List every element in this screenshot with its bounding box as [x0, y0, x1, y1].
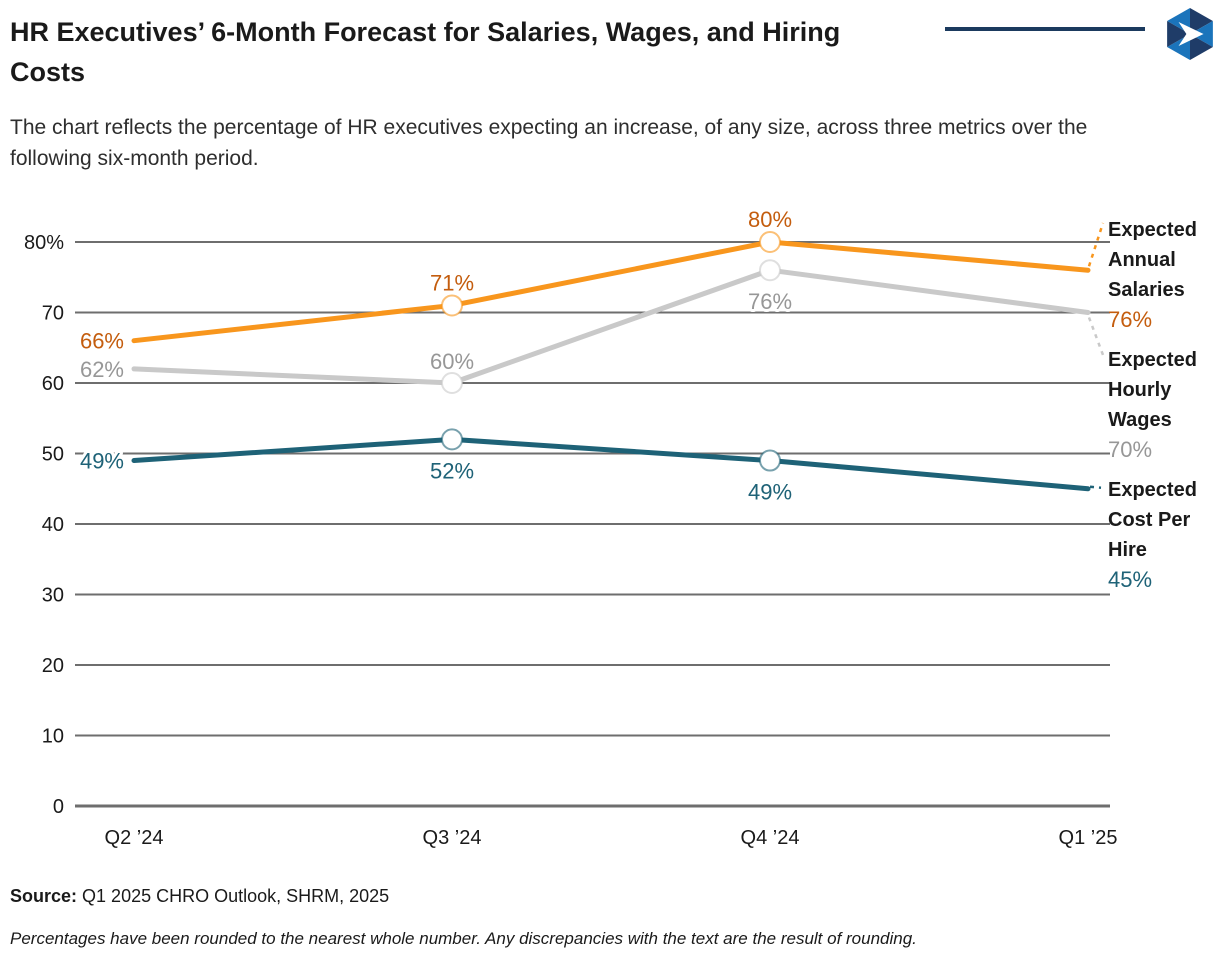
data-value-label: 62% — [80, 357, 124, 382]
chart-description: The chart reflects the percentage of HR … — [10, 116, 1088, 170]
series-end-value: 70% — [1108, 437, 1153, 462]
y-axis-tick-label: 80% — [24, 232, 64, 254]
y-axis-tick-label: 20 — [42, 655, 64, 677]
data-value-label: 49% — [748, 480, 792, 505]
y-axis-tick-label: 40 — [42, 514, 64, 536]
x-axis-tick-label: Q4 ’24 — [741, 827, 800, 849]
y-axis-tick-label: 70 — [42, 303, 64, 325]
point-marker — [441, 294, 463, 317]
point-marker — [759, 231, 781, 253]
rounding-footnote: Percentages have been rounded to the nea… — [10, 929, 917, 948]
page-title: HR Executives’ 6-Month Forecast for Sala… — [10, 17, 841, 87]
y-axis-tick-label: 30 — [42, 585, 64, 607]
leader-line — [1087, 222, 1105, 267]
y-axis-tick-label: 10 — [42, 726, 64, 748]
header-rule-divider — [945, 27, 1145, 31]
y-axis-tick-label: 0 — [53, 796, 64, 818]
data-value-label: 52% — [430, 458, 474, 483]
source-line: Source: Q1 2025 CHRO Outlook, SHRM, 2025 — [10, 886, 389, 907]
series-name: Expected Cost Per Hire — [1108, 479, 1197, 561]
series-line-expected-hourly-wages — [131, 267, 1091, 386]
leader-line — [1089, 485, 1102, 489]
series-line-expected-annual-salaries — [131, 239, 1091, 344]
data-value-label: 76% — [748, 289, 792, 314]
series-name: Expected Hourly Wages — [1108, 349, 1197, 431]
y-axis-tick-label: 60 — [42, 373, 64, 395]
x-axis-tick-label: Q2 ’24 — [105, 827, 164, 849]
x-axis-tick-label: Q1 ’25 — [1059, 827, 1118, 849]
leader-line — [1087, 317, 1105, 356]
series-end-value: 76% — [1108, 307, 1153, 332]
y-axis-tick-label: 50 — [42, 444, 64, 466]
source-text: Q1 2025 CHRO Outlook, SHRM, 2025 — [82, 886, 390, 906]
data-value-label: 71% — [430, 270, 474, 295]
shrm-hexagon-logo-icon — [1167, 8, 1213, 60]
end-label-expected-annual-salaries: Expected Annual Salaries 76% — [1108, 215, 1220, 335]
data-value-label: 66% — [80, 329, 124, 354]
end-label-expected-hourly-wages: Expected Hourly Wages 70% — [1108, 345, 1220, 465]
point-marker — [441, 372, 463, 394]
data-value-label: 60% — [430, 349, 474, 374]
series-name: Expected Annual Salaries — [1108, 219, 1197, 301]
series-line-expected-cost-per-hire — [131, 436, 1091, 492]
source-label: Source: — [10, 886, 78, 906]
point-marker — [759, 259, 781, 282]
point-marker — [441, 428, 463, 451]
data-value-label: 80% — [748, 207, 792, 232]
end-label-expected-cost-per-hire: Expected Cost Per Hire 45% — [1108, 475, 1220, 595]
series-end-value: 45% — [1108, 567, 1153, 592]
data-value-label: 49% — [80, 449, 124, 474]
x-axis-tick-label: Q3 ’24 — [423, 827, 482, 849]
point-marker — [759, 449, 781, 472]
